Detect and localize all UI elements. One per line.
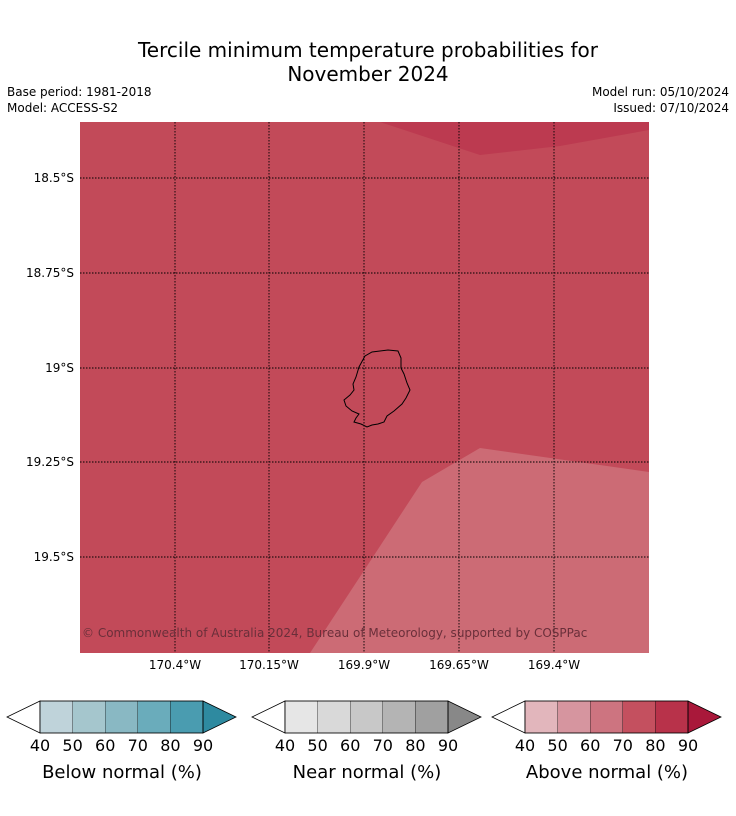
colorbar-swatch bbox=[622, 700, 656, 734]
colorbar-swatch bbox=[105, 700, 138, 734]
base-period: Base period: 1981-2018 bbox=[7, 85, 152, 99]
lon-label-170-15: 170.15°W bbox=[239, 658, 299, 672]
map-panel[interactable]: © Commonwealth of Australia 2024, Bureau… bbox=[80, 122, 649, 653]
colorbar-below-normal-ticks: 40 50 60 70 80 90 bbox=[6, 736, 238, 756]
colorbar-tick: 50 bbox=[307, 736, 328, 755]
colorbar-extend-low bbox=[251, 700, 286, 734]
colorbar-tick: 90 bbox=[677, 736, 699, 755]
lat-label-18-75: 18.75°S bbox=[26, 266, 74, 280]
lat-label-19-25: 19.25°S bbox=[26, 455, 74, 469]
colorbar-swatch bbox=[655, 700, 689, 734]
lon-label-169-65: 169.65°W bbox=[429, 658, 489, 672]
colorbar-above-normal-label: Above normal (%) bbox=[525, 762, 689, 783]
colorbar-extend-high bbox=[687, 700, 722, 734]
colorbar-tick: 40 bbox=[514, 736, 536, 755]
colorbar-tick: 90 bbox=[437, 736, 459, 755]
colorbar-swatch bbox=[317, 700, 351, 734]
colorbar-extend-low bbox=[6, 700, 41, 734]
meta-left: Base period: 1981-2018 Model: ACCESS-S2 bbox=[7, 84, 152, 116]
title-line-2: November 2024 bbox=[287, 62, 449, 86]
graticule bbox=[80, 122, 649, 653]
colorbar-frame bbox=[284, 700, 449, 734]
colorbar-swatch bbox=[284, 700, 318, 734]
colorbar-tick: 60 bbox=[95, 736, 116, 755]
lon-label-169-4: 169.4°W bbox=[527, 658, 581, 672]
title-line-1: Tercile minimum temperature probabilitie… bbox=[137, 38, 599, 62]
lon-label-170-4: 170.4°W bbox=[148, 658, 202, 672]
colorbar-tick: 80 bbox=[645, 736, 666, 755]
lat-label-18-5: 18.5°S bbox=[33, 171, 74, 185]
colorbar-swatch bbox=[137, 700, 171, 734]
colorbar-swatch bbox=[170, 700, 204, 734]
colorbar-extend-high bbox=[447, 700, 482, 734]
map-canvas bbox=[80, 122, 649, 653]
colorbar-tick: 80 bbox=[160, 736, 181, 755]
model-run: Model run: 05/10/2024 bbox=[591, 85, 729, 99]
colorbar-above-normal-swatches bbox=[491, 700, 722, 734]
colorbar-swatch bbox=[524, 700, 558, 734]
colorbar-tick: 40 bbox=[29, 736, 51, 755]
meta-right: Model run: 05/10/2024 Issued: 07/10/2024 bbox=[592, 84, 729, 116]
colorbar-near-normal: 40 50 60 70 80 90 Near normal (%) bbox=[251, 700, 483, 783]
colorbar-tick: 40 bbox=[274, 736, 296, 755]
colorbar-below-normal: 40 50 60 70 80 90 Below normal (%) bbox=[6, 700, 238, 783]
colorbar-tick: 50 bbox=[62, 736, 83, 755]
colorbar-tick: 60 bbox=[580, 736, 601, 755]
colorbar-below-normal-label: Below normal (%) bbox=[42, 762, 202, 783]
colorbar-near-normal-label: Near normal (%) bbox=[292, 762, 442, 783]
colorbar-above-normal: 40 50 60 70 80 90 Above normal (%) bbox=[491, 700, 723, 783]
colorbar-swatch bbox=[557, 700, 591, 734]
model-name: Model: ACCESS-S2 bbox=[7, 101, 119, 115]
lat-label-19-5: 19.5°S bbox=[33, 550, 74, 564]
colorbar-swatch bbox=[382, 700, 416, 734]
island-outline bbox=[343, 349, 411, 428]
colorbar-extend-high bbox=[202, 700, 237, 734]
colorbar-tick: 90 bbox=[192, 736, 214, 755]
issued-date: Issued: 07/10/2024 bbox=[613, 101, 729, 115]
copyright-notice: © Commonwealth of Australia 2024, Bureau… bbox=[82, 626, 588, 640]
colorbar-tick: 60 bbox=[340, 736, 361, 755]
colorbar-tick: 70 bbox=[127, 736, 148, 755]
colorbar-tick: 70 bbox=[372, 736, 393, 755]
colorbar-swatch bbox=[350, 700, 383, 734]
colorbar-swatch bbox=[72, 700, 106, 734]
colorbar-tick: 70 bbox=[612, 736, 633, 755]
colorbar-below-normal-swatches bbox=[6, 700, 237, 734]
lat-label-19: 19°S bbox=[45, 361, 74, 375]
colorbar-frame bbox=[524, 700, 689, 734]
colorbar-extend-low bbox=[491, 700, 526, 734]
lon-label-169-9: 169.9°W bbox=[337, 658, 391, 672]
above-normal-60-region bbox=[310, 448, 649, 653]
colorbar-near-normal-ticks: 40 50 60 70 80 90 bbox=[251, 736, 483, 756]
colorbar-swatch bbox=[590, 700, 623, 734]
colorbar-above-normal-ticks: 40 50 60 70 80 90 bbox=[491, 736, 723, 756]
colorbar-tick: 50 bbox=[547, 736, 568, 755]
colorbar-swatch bbox=[415, 700, 449, 734]
above-normal-80-region bbox=[380, 122, 649, 155]
chart-title: Tercile minimum temperature probabilitie… bbox=[0, 38, 736, 86]
colorbar-frame bbox=[39, 700, 204, 734]
colorbar-near-normal-swatches bbox=[251, 700, 482, 734]
colorbar-tick: 80 bbox=[405, 736, 426, 755]
colorbar-swatch bbox=[39, 700, 73, 734]
